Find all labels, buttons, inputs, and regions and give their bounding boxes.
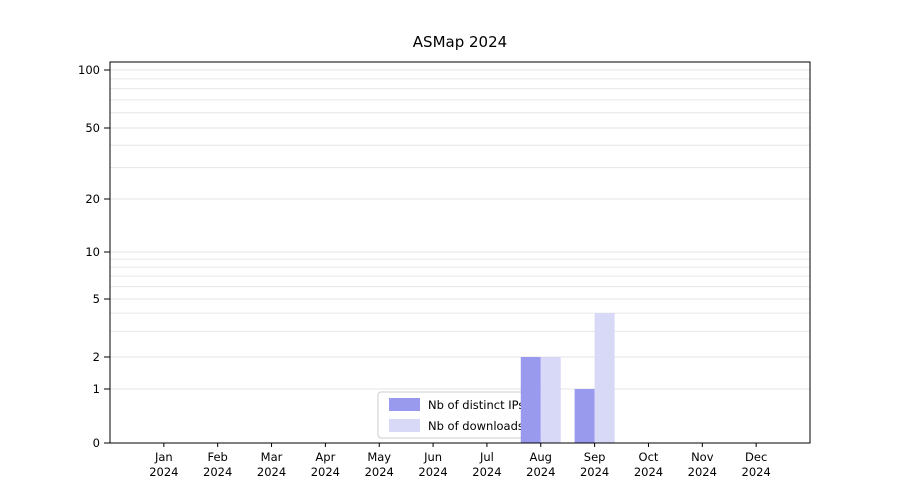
bar [540, 357, 561, 443]
x-tick-label: Mar 2024 [257, 450, 286, 479]
bars [520, 313, 615, 443]
x-tick-label: Aug 2024 [526, 450, 555, 479]
y-tick-label: 20 [85, 192, 100, 206]
chart-title: ASMap 2024 [413, 33, 507, 51]
x-tick-label: Nov 2024 [688, 450, 717, 479]
axis-ticks: 0 1 2 5 10 20 50 100 Jan 2024 Feb 2024 Mar 2024 Apr 202… [78, 63, 771, 479]
gridlines [110, 69, 810, 390]
legend-label-downloads: Nb of downloads [428, 419, 524, 433]
y-tick-label: 10 [85, 245, 100, 259]
y-tick-label: 2 [93, 350, 100, 364]
y-tick-label: 0 [93, 436, 100, 450]
x-tick-label: Feb 2024 [203, 450, 232, 479]
legend: Nb of distinct IPs Nb of downloads [377, 391, 549, 439]
y-tick-label: 100 [78, 63, 100, 77]
bar [520, 357, 541, 443]
x-tick-label: Oct 2024 [634, 450, 663, 479]
x-tick-label: Jan 2024 [149, 450, 178, 479]
y-tick-label: 1 [93, 382, 100, 396]
y-tick-label: 50 [85, 121, 100, 135]
x-tick-label: Jul 2024 [472, 450, 501, 479]
x-tick-label: Sep 2024 [580, 450, 609, 479]
x-tick-label: Jun 2024 [418, 450, 447, 479]
x-tick-label: Dec 2024 [742, 450, 771, 479]
legend-label-distinct-ips: Nb of distinct IPs [428, 398, 524, 412]
y-tick-label: 5 [93, 292, 100, 306]
legend-swatch-distinct-ips [389, 398, 420, 411]
x-tick-label: May 2024 [365, 450, 394, 479]
legend-swatch-downloads [389, 419, 420, 432]
bar [594, 313, 615, 443]
x-tick-label: Apr 2024 [311, 450, 340, 479]
bar [574, 389, 595, 443]
